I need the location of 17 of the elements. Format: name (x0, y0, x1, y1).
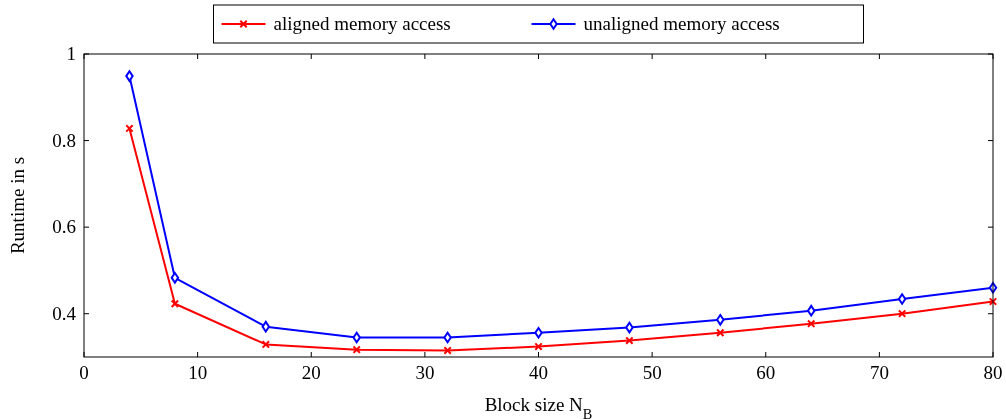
y-tick-label: 0.4 (52, 302, 77, 324)
x-tick-label: 40 (529, 362, 548, 383)
x-tick-label: 60 (756, 362, 776, 383)
x-tick-label: 70 (869, 362, 889, 383)
legend-label: unaligned memory access (583, 13, 780, 34)
x-axis-title: Block size N$_{B}$ (484, 394, 593, 419)
x-tick-label: 10 (188, 362, 208, 383)
y-tick-label: 0.8 (52, 129, 76, 151)
x-tick-label: 50 (642, 362, 662, 383)
y-tick-label: 0.6 (52, 216, 76, 238)
legend-label: aligned memory access (273, 13, 451, 34)
x-tick-label: 30 (415, 362, 435, 383)
y-axis-title: Runtime in s (7, 156, 28, 255)
y-tick-label: 1 (66, 43, 76, 64)
x-tick-label: 80 (983, 362, 1003, 383)
x-tick-label: 20 (301, 362, 321, 383)
x-tick-label: 0 (79, 362, 89, 383)
